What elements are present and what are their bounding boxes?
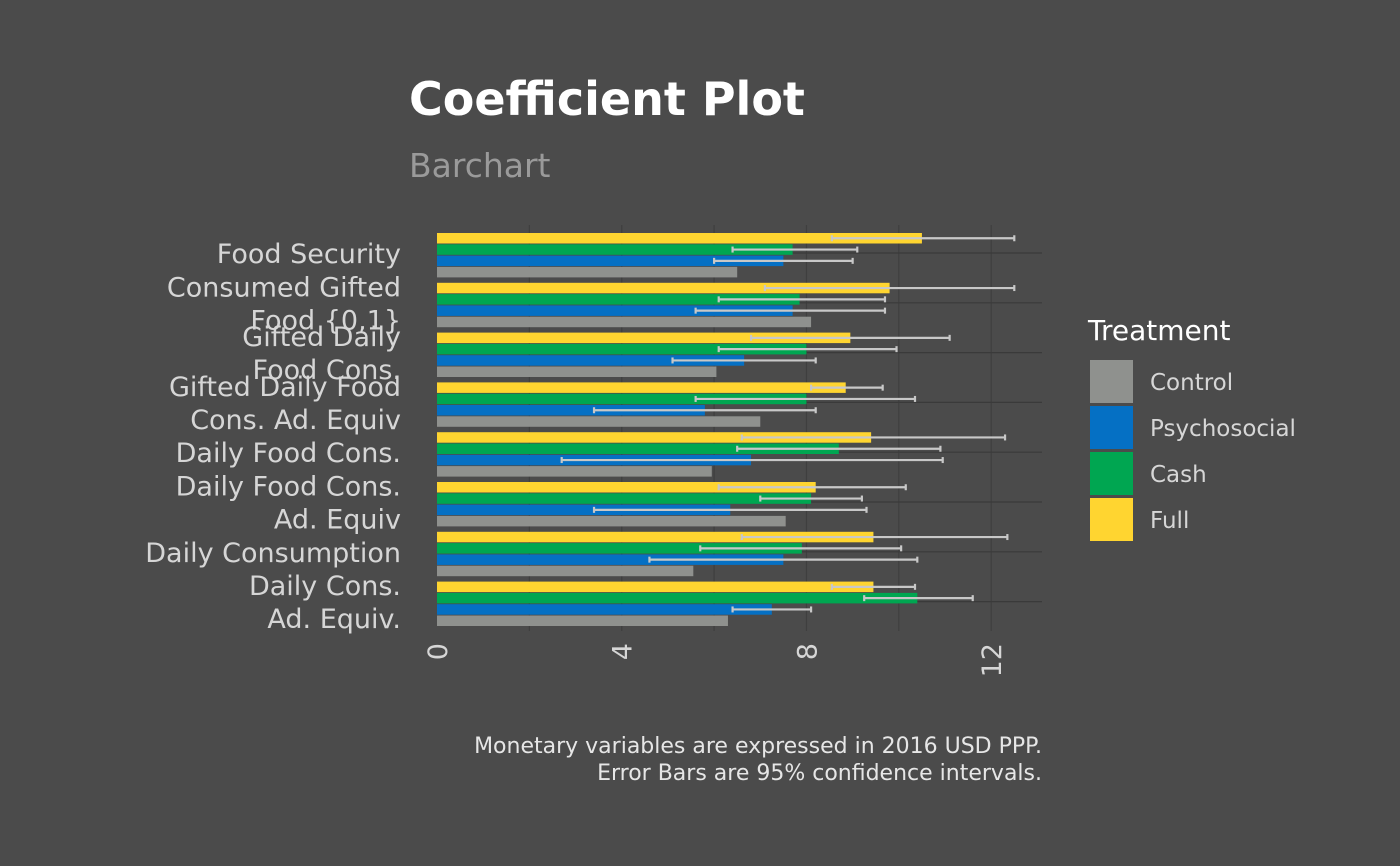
bar-psychosocial: [437, 504, 731, 516]
category-label: Ad. Equiv: [274, 505, 401, 536]
bar-control: [437, 316, 812, 328]
bar-control: [437, 565, 694, 577]
bar-full: [437, 432, 872, 443]
category-label: Daily Food Cons.: [176, 438, 401, 469]
category-label: Gifted Daily: [242, 322, 401, 353]
bar-control: [437, 366, 717, 377]
bar-cash: [437, 493, 812, 504]
error-bars: [560, 235, 1016, 613]
category-label: Food {0,1}: [250, 305, 401, 336]
legend-swatch-full: [1090, 498, 1133, 541]
bar-psychosocial: [437, 405, 705, 416]
legend: Treatment Control Psychosocial Cash Full: [1087, 314, 1296, 541]
legend-title: Treatment: [1087, 314, 1230, 347]
category-label: Daily Cons.: [249, 571, 401, 602]
x-axis-tick-labels: 0 4 8 12: [423, 643, 1008, 677]
bar-full: [437, 482, 816, 493]
bar-control: [437, 466, 712, 477]
bar-full: [437, 282, 890, 294]
bar-psychosocial: [437, 554, 784, 565]
legend-label-full: Full: [1150, 508, 1189, 534]
category-label: Cons. Ad. Equiv: [190, 405, 401, 436]
bar-psychosocial: [437, 255, 784, 267]
legend-label-psychosocial: Psychosocial: [1150, 416, 1296, 442]
bar-psychosocial: [437, 604, 772, 615]
caption-line-1: Monetary variables are expressed in 2016…: [474, 734, 1042, 759]
x-tick-label: 0: [423, 643, 454, 660]
bar-cash: [437, 244, 793, 255]
bars: [437, 233, 922, 626]
bar-psychosocial: [437, 305, 793, 316]
bar-control: [437, 266, 738, 278]
bar-psychosocial: [437, 355, 745, 366]
chart-title: Coefficient Plot: [409, 72, 805, 126]
bar-full: [437, 332, 851, 344]
bar-full: [437, 382, 846, 393]
bar-cash: [437, 294, 800, 305]
chart-caption: Monetary variables are expressed in 2016…: [474, 733, 1042, 787]
bar-full: [437, 531, 874, 543]
bar-cash: [437, 543, 802, 554]
category-label: Ad. Equiv.: [267, 604, 401, 635]
legend-swatch-control: [1090, 360, 1133, 403]
bar-control: [437, 416, 761, 427]
category-label: Daily Consumption: [145, 538, 401, 569]
bar-cash: [437, 343, 807, 355]
x-tick-label: 4: [608, 643, 639, 660]
legend-label-cash: Cash: [1150, 462, 1207, 488]
caption-line-2: Error Bars are 95% confidence intervals.: [597, 761, 1042, 786]
category-label: Food Security: [217, 239, 401, 270]
bar-cash: [437, 592, 918, 604]
x-tick-label: 12: [977, 643, 1008, 677]
bar-control: [437, 515, 786, 527]
bar-cash: [437, 393, 807, 405]
bar-control: [437, 615, 728, 626]
category-label: Gifted Daily Food: [169, 372, 401, 403]
category-label: Daily Food Cons.: [176, 472, 401, 503]
category-label: Consumed Gifted: [167, 272, 401, 303]
x-tick-label: 8: [792, 643, 823, 660]
bar-full: [437, 233, 922, 244]
chart-subtitle: Barchart: [409, 146, 551, 185]
bar-full: [437, 581, 874, 593]
category-label: Food Cons.: [253, 355, 401, 386]
legend-swatch-psychosocial: [1090, 406, 1133, 449]
bar-cash: [437, 443, 839, 454]
legend-swatch-cash: [1090, 452, 1133, 495]
legend-label-control: Control: [1150, 370, 1233, 396]
